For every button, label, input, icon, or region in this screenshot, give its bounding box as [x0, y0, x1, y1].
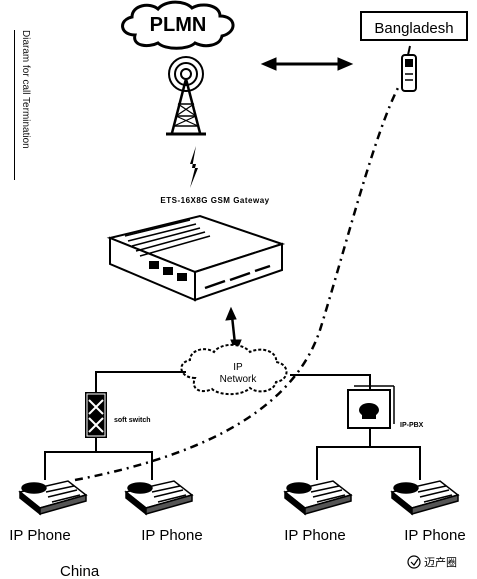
- ip-phone-label-1: IP Phone: [9, 527, 70, 544]
- china-label: China: [60, 563, 100, 579]
- ip-network-label-line2: Network: [220, 374, 258, 385]
- gateway-label: ETS-16X8G GSM Gateway: [160, 196, 269, 205]
- network-links: [44, 371, 421, 480]
- bangladesh-label: Bangladesh: [374, 20, 453, 37]
- gsm-gateway-device: [106, 214, 286, 302]
- diagram-title: Diaram for call Termination: [14, 30, 31, 180]
- ip-phone-icon: [124, 480, 194, 516]
- ip-phone-label-2: IP Phone: [141, 527, 202, 544]
- soft-switch-label: soft switch: [114, 417, 151, 424]
- ip-phone-label-4: IP Phone: [404, 527, 465, 544]
- call-path-dotted: [74, 83, 402, 482]
- ip-phone-icon: [18, 480, 88, 516]
- plmn-cloud: PLMN: [121, 0, 235, 50]
- bangladesh-box: Bangladesh: [360, 11, 468, 41]
- ip-phone-icon: [283, 480, 353, 516]
- mobile-phone-icon: [401, 45, 417, 92]
- plmn-label: PLMN: [150, 14, 207, 36]
- plmn-bangladesh-arrow: [260, 57, 354, 71]
- ip-network-cloud: IP Network: [180, 343, 288, 396]
- ip-network-label-line1: IP: [233, 362, 243, 373]
- watermark-text: 迈产圈: [424, 555, 457, 569]
- ip-phone-icon: [390, 480, 460, 516]
- ip-pbx-device: IP-PBX: [347, 385, 424, 429]
- ip-pbx-label: IP-PBX: [400, 422, 424, 429]
- ip-phone-label-3: IP Phone: [284, 527, 345, 544]
- soft-switch-device: soft switch: [85, 392, 151, 438]
- wireless-link-icon: [190, 146, 198, 188]
- watermark: 迈产圈: [407, 555, 457, 569]
- cell-tower-icon: [166, 56, 206, 136]
